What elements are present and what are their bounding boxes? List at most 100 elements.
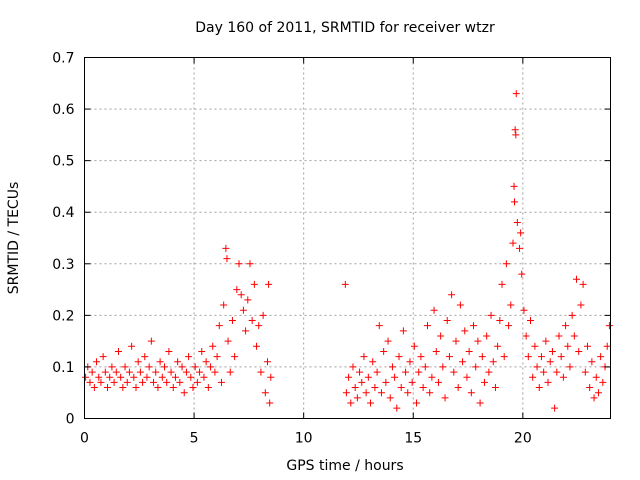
- data-point: [511, 126, 519, 134]
- data-point: [123, 378, 131, 386]
- data-point: [426, 389, 434, 397]
- data-point: [141, 353, 149, 361]
- data-point: [529, 373, 537, 381]
- y-tick-label: 0.6: [52, 102, 74, 118]
- data-point: [200, 373, 208, 381]
- data-point: [147, 337, 155, 345]
- data-point: [178, 363, 186, 371]
- data-point: [169, 384, 177, 392]
- data-point: [397, 384, 405, 392]
- data-point: [461, 327, 469, 335]
- data-point: [189, 384, 197, 392]
- data-point: [104, 384, 112, 392]
- data-point: [570, 332, 578, 340]
- data-point: [432, 347, 440, 355]
- data-point: [106, 373, 114, 381]
- data-point: [187, 373, 195, 381]
- data-point: [267, 373, 275, 381]
- data-point: [415, 368, 423, 376]
- y-axis-label: SRMTID / TECUs: [6, 182, 22, 295]
- plot-frame: [84, 57, 611, 419]
- data-point: [489, 358, 497, 366]
- data-point: [246, 260, 254, 268]
- y-tick-label: 0.7: [52, 51, 74, 67]
- data-point: [544, 378, 552, 386]
- data-point: [345, 373, 353, 381]
- data-point: [382, 378, 390, 386]
- data-point: [239, 306, 247, 314]
- data-point: [583, 342, 591, 350]
- data-point: [555, 332, 563, 340]
- data-point: [463, 373, 471, 381]
- data-point: [156, 358, 164, 366]
- data-point: [119, 384, 127, 392]
- data-point: [347, 399, 355, 407]
- data-point: [110, 378, 118, 386]
- data-point: [494, 342, 502, 350]
- data-point: [470, 322, 478, 330]
- data-point: [537, 353, 545, 361]
- data-point: [491, 384, 499, 392]
- data-point: [559, 373, 567, 381]
- data-point: [266, 399, 274, 407]
- data-point: [513, 219, 521, 227]
- data-point: [599, 378, 607, 386]
- x-axis-label: GPS time / hours: [286, 458, 403, 474]
- data-point: [402, 368, 410, 376]
- data-point: [527, 317, 535, 325]
- data-point: [128, 342, 136, 350]
- data-point: [485, 368, 493, 376]
- data-point: [522, 332, 530, 340]
- data-point: [542, 337, 550, 345]
- y-tick-label: 0.3: [52, 257, 74, 273]
- data-point: [568, 311, 576, 319]
- data-point: [220, 301, 228, 309]
- data-point: [516, 244, 524, 252]
- data-point: [380, 347, 388, 355]
- data-point: [590, 394, 598, 402]
- data-point: [231, 353, 239, 361]
- y-tick-label: 0.2: [52, 308, 74, 324]
- data-point: [413, 399, 421, 407]
- x-axis-ticks: 0 5 10 15 20: [80, 57, 532, 447]
- data-point: [437, 332, 445, 340]
- data-point: [150, 378, 158, 386]
- data-point: [478, 353, 486, 361]
- data-point: [533, 363, 541, 371]
- data-point: [196, 368, 204, 376]
- data-point: [395, 353, 403, 361]
- data-point: [452, 337, 460, 345]
- data-point: [480, 378, 488, 386]
- data-point: [139, 378, 147, 386]
- data-point: [573, 275, 581, 283]
- data-point: [456, 301, 464, 309]
- data-point: [193, 378, 201, 386]
- data-point: [204, 384, 212, 392]
- y-tick-label: 0.5: [52, 154, 74, 170]
- data-point: [223, 255, 231, 263]
- data-point: [487, 311, 495, 319]
- data-point: [143, 373, 151, 381]
- data-point: [605, 322, 613, 330]
- data-point: [235, 260, 243, 268]
- data-point: [510, 182, 518, 190]
- data-point: [391, 373, 399, 381]
- data-point: [393, 404, 401, 412]
- data-point: [417, 353, 425, 361]
- data-point: [226, 368, 234, 376]
- data-point: [99, 353, 107, 361]
- data-point: [209, 342, 217, 350]
- data-point: [371, 384, 379, 392]
- data-point: [512, 131, 520, 139]
- data-point: [439, 363, 447, 371]
- data-point: [121, 363, 129, 371]
- data-point: [202, 358, 210, 366]
- data-point: [367, 399, 375, 407]
- data-point: [535, 384, 543, 392]
- data-point: [483, 332, 491, 340]
- data-point: [217, 378, 225, 386]
- data-point: [215, 322, 223, 330]
- data-point: [502, 260, 510, 268]
- data-point: [167, 368, 175, 376]
- data-point: [430, 306, 438, 314]
